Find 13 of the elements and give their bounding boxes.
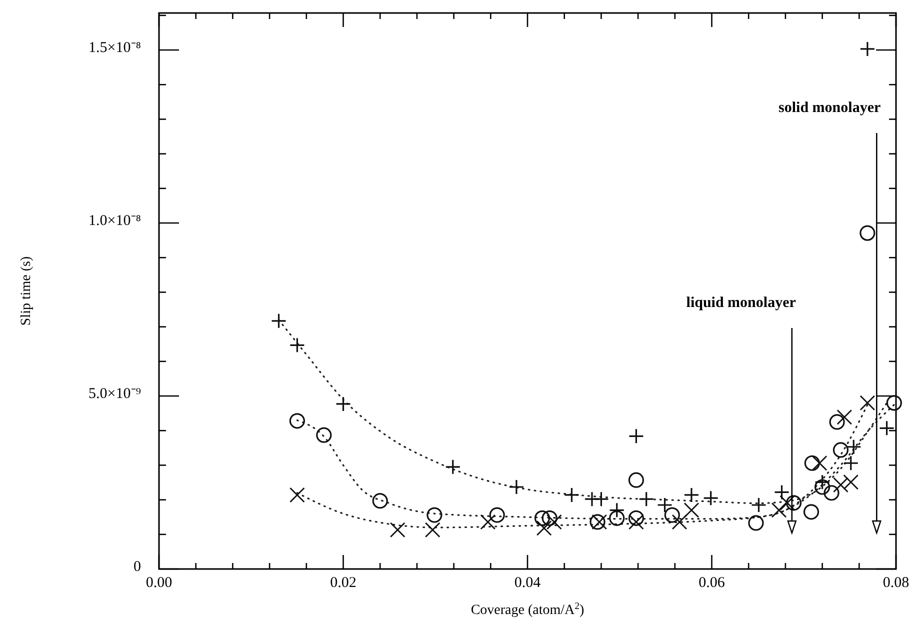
x-tick-label: 0.08 — [882, 575, 910, 591]
x-tick-label: 0.00 — [146, 575, 172, 591]
y-axis-title: Slip time (s) — [19, 256, 34, 326]
x-axis-title: Coverage (atom/A$^{2}$) — [470, 600, 585, 618]
x-tick-label: 0.04 — [514, 575, 542, 591]
ref-line-label: liquid monolayer — [686, 295, 796, 311]
legend-label: solid monolayer — [778, 100, 881, 116]
x-tick-label: 0.06 — [698, 575, 726, 591]
y-tick-label: 1.0×10⁻⁸ — [88, 213, 141, 230]
x-tick-label: 0.02 — [330, 575, 356, 591]
y-tick-label: 1.5×10⁻⁸ — [88, 40, 141, 56]
y-tick-label: 5.0×10⁻⁹ — [88, 386, 141, 402]
y-tick-label: 0 — [134, 559, 141, 575]
